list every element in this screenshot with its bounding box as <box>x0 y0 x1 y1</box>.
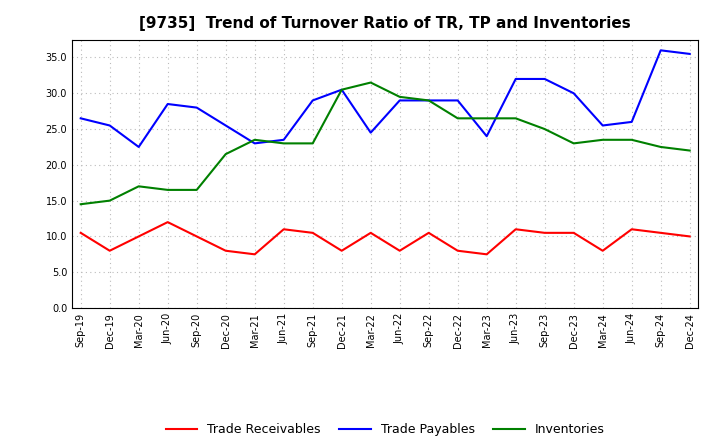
Trade Payables <box>627 119 636 125</box>
Line: Trade Payables: Trade Payables <box>81 50 690 147</box>
Trade Receivables <box>511 227 520 232</box>
Trade Payables <box>105 123 114 128</box>
Inventories <box>627 137 636 143</box>
Trade Receivables <box>570 230 578 235</box>
Trade Receivables <box>192 234 201 239</box>
Trade Payables <box>163 101 172 106</box>
Trade Receivables <box>251 252 259 257</box>
Trade Payables <box>482 134 491 139</box>
Inventories <box>163 187 172 193</box>
Trade Payables <box>279 137 288 143</box>
Inventories <box>598 137 607 143</box>
Inventories <box>279 141 288 146</box>
Trade Receivables <box>424 230 433 235</box>
Trade Payables <box>541 76 549 81</box>
Trade Receivables <box>657 230 665 235</box>
Inventories <box>366 80 375 85</box>
Inventories <box>105 198 114 203</box>
Trade Payables <box>511 76 520 81</box>
Trade Payables <box>657 48 665 53</box>
Trade Payables <box>685 51 694 57</box>
Trade Payables <box>251 141 259 146</box>
Trade Payables <box>366 130 375 135</box>
Legend: Trade Receivables, Trade Payables, Inventories: Trade Receivables, Trade Payables, Inven… <box>161 418 610 440</box>
Trade Payables <box>424 98 433 103</box>
Line: Trade Receivables: Trade Receivables <box>81 222 690 254</box>
Trade Receivables <box>279 227 288 232</box>
Trade Receivables <box>163 220 172 225</box>
Trade Receivables <box>338 248 346 253</box>
Trade Payables <box>221 123 230 128</box>
Inventories <box>395 94 404 99</box>
Trade Payables <box>338 87 346 92</box>
Inventories <box>76 202 85 207</box>
Title: [9735]  Trend of Turnover Ratio of TR, TP and Inventories: [9735] Trend of Turnover Ratio of TR, TP… <box>140 16 631 32</box>
Line: Inventories: Inventories <box>81 83 690 204</box>
Inventories <box>135 183 143 189</box>
Inventories <box>221 151 230 157</box>
Trade Payables <box>135 144 143 150</box>
Inventories <box>541 126 549 132</box>
Inventories <box>308 141 317 146</box>
Trade Payables <box>570 91 578 96</box>
Trade Receivables <box>395 248 404 253</box>
Trade Receivables <box>598 248 607 253</box>
Inventories <box>482 116 491 121</box>
Inventories <box>657 144 665 150</box>
Trade Receivables <box>105 248 114 253</box>
Trade Receivables <box>366 230 375 235</box>
Inventories <box>511 116 520 121</box>
Trade Receivables <box>454 248 462 253</box>
Inventories <box>192 187 201 193</box>
Inventories <box>424 98 433 103</box>
Trade Receivables <box>627 227 636 232</box>
Trade Payables <box>395 98 404 103</box>
Inventories <box>454 116 462 121</box>
Inventories <box>251 137 259 143</box>
Trade Receivables <box>482 252 491 257</box>
Inventories <box>338 87 346 92</box>
Trade Payables <box>598 123 607 128</box>
Trade Payables <box>308 98 317 103</box>
Trade Payables <box>192 105 201 110</box>
Trade Payables <box>76 116 85 121</box>
Inventories <box>570 141 578 146</box>
Trade Payables <box>454 98 462 103</box>
Trade Receivables <box>541 230 549 235</box>
Trade Receivables <box>685 234 694 239</box>
Trade Receivables <box>221 248 230 253</box>
Trade Receivables <box>135 234 143 239</box>
Trade Receivables <box>76 230 85 235</box>
Inventories <box>685 148 694 153</box>
Trade Receivables <box>308 230 317 235</box>
